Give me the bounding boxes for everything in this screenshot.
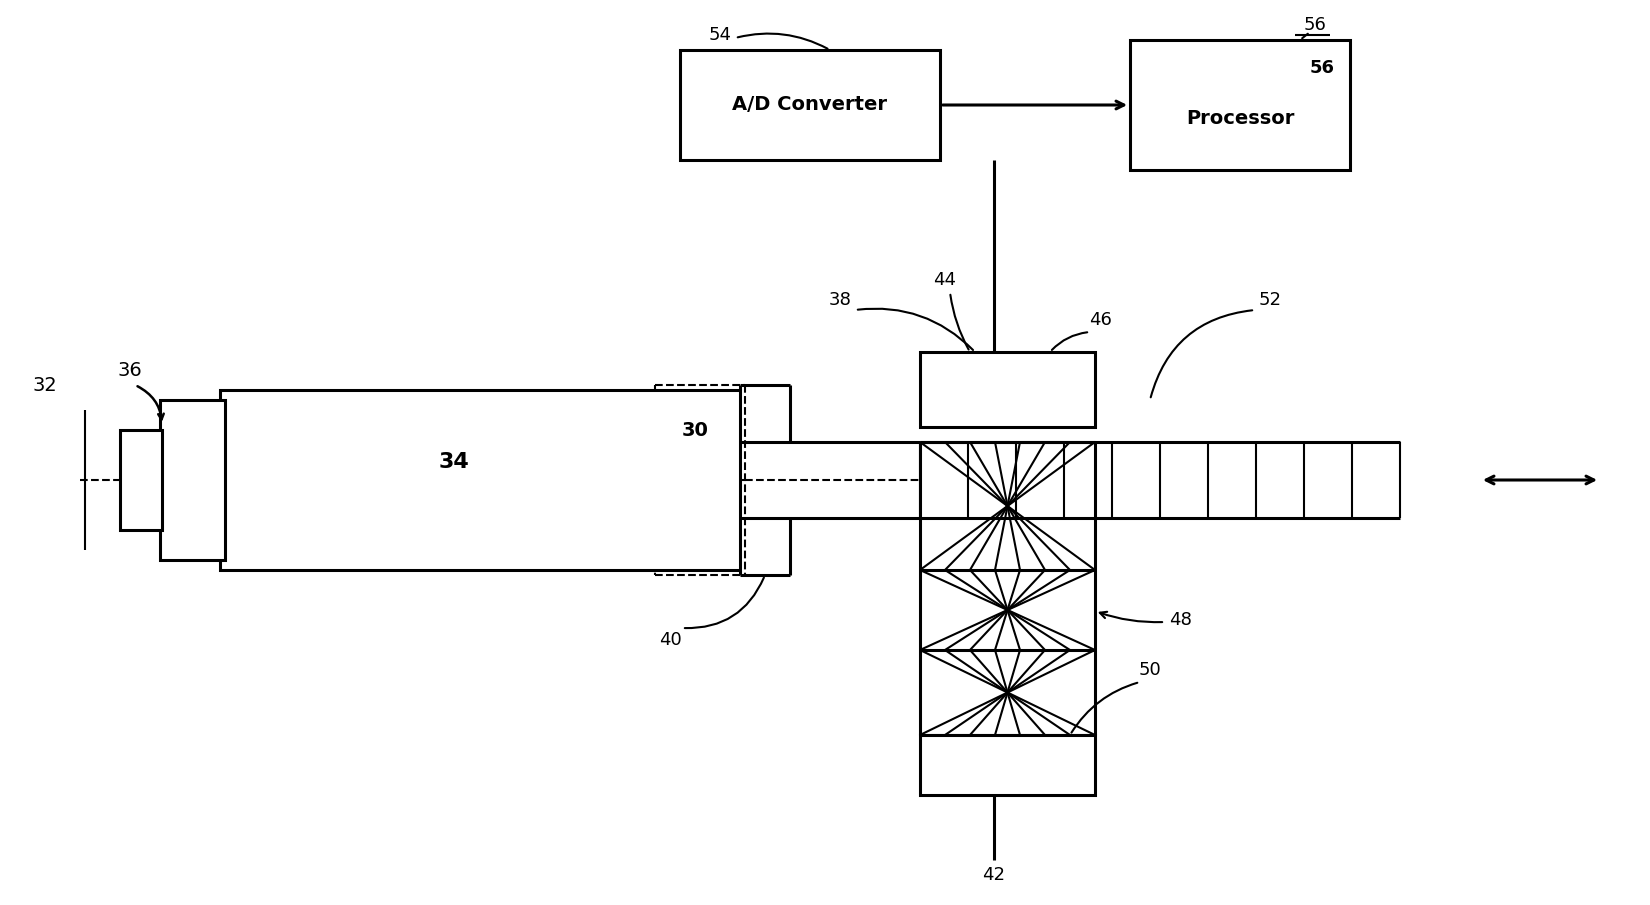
Bar	[921, 735, 1096, 795]
Text: 54: 54	[708, 26, 731, 44]
Text: 38: 38	[828, 291, 851, 309]
Text: 48: 48	[1168, 611, 1191, 629]
Text: 40: 40	[658, 631, 681, 649]
Text: 42: 42	[982, 866, 1005, 884]
Bar	[219, 390, 739, 570]
Bar	[120, 430, 162, 530]
Bar	[1130, 40, 1350, 170]
Text: 56: 56	[1310, 59, 1335, 77]
Text: 56: 56	[1304, 16, 1327, 34]
Text: A/D Converter: A/D Converter	[733, 96, 888, 115]
Text: 50: 50	[1138, 661, 1162, 679]
Text: 30: 30	[681, 421, 708, 440]
Text: 34: 34	[439, 452, 469, 472]
Text: Processor: Processor	[1186, 109, 1294, 128]
Bar	[921, 352, 1096, 427]
Text: 46: 46	[1089, 311, 1112, 329]
Bar	[160, 400, 224, 560]
Bar	[680, 50, 940, 160]
Text: 32: 32	[33, 376, 58, 395]
Text: 44: 44	[934, 271, 957, 289]
Text: 52: 52	[1259, 291, 1282, 309]
Text: 36: 36	[117, 360, 142, 379]
